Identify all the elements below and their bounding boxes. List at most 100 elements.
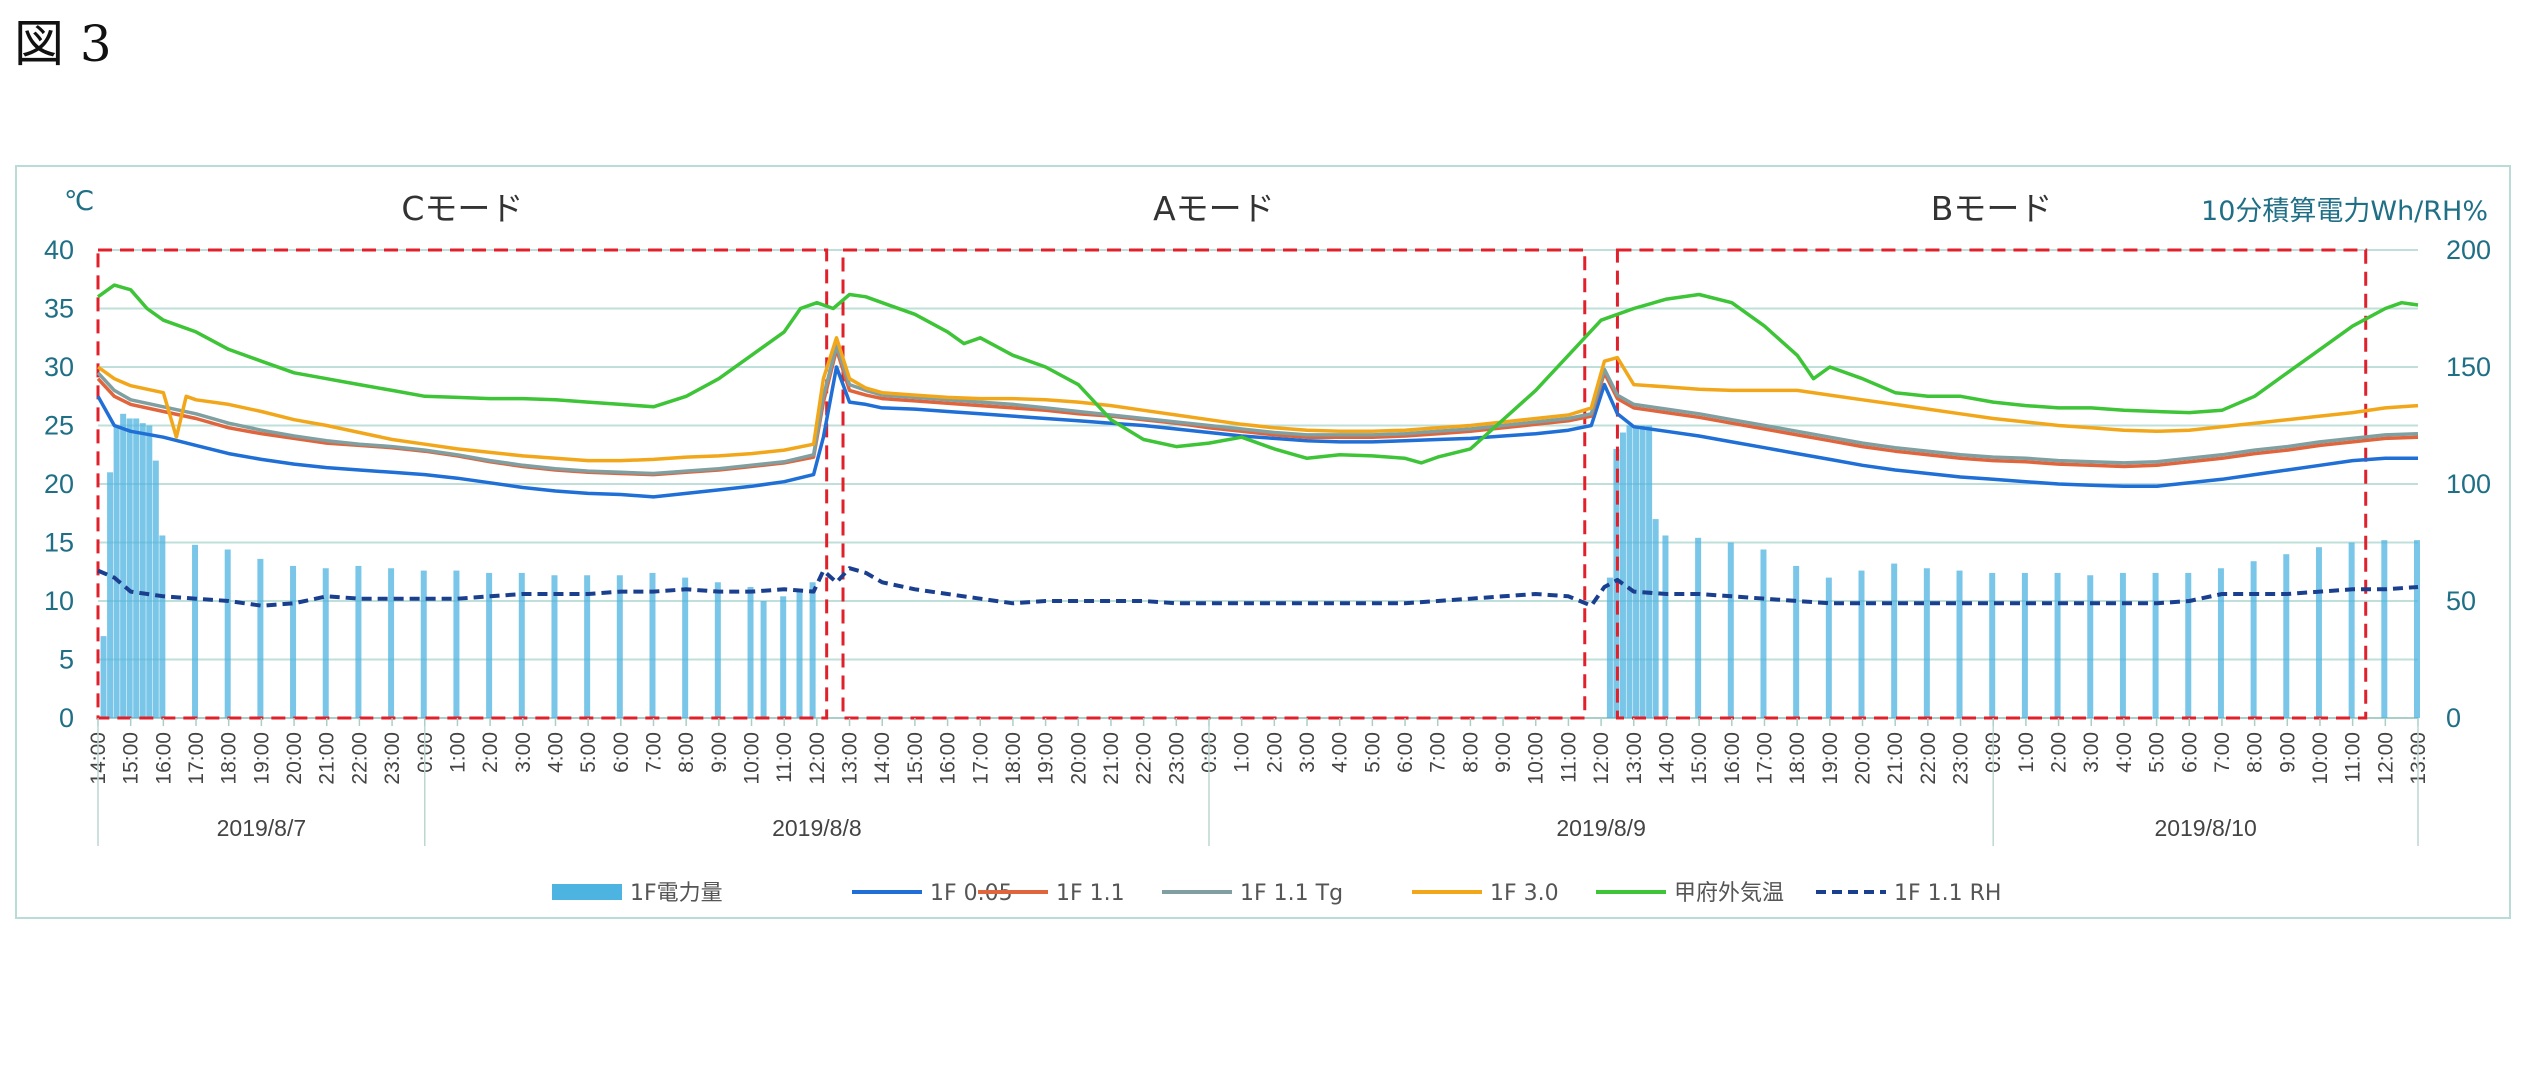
- power-bar: [224, 549, 231, 718]
- power-bar: [1639, 425, 1646, 718]
- series-line: [96, 283, 2419, 465]
- x-tick-label: 23:00: [381, 732, 404, 785]
- x-tick-label: 12:00: [806, 732, 829, 785]
- x-tick-label: 8:00: [2244, 732, 2267, 773]
- mode-label: Cモード: [401, 189, 523, 228]
- power-bar: [126, 418, 133, 718]
- x-tick-label: 22:00: [1917, 732, 1940, 785]
- x-tick-label: 14:00: [1655, 732, 1678, 785]
- mode-box: [96, 248, 829, 720]
- power-bar: [551, 575, 558, 718]
- x-tick-label: 14:00: [871, 732, 894, 785]
- legend-label: 1F 1.1: [1056, 881, 1125, 906]
- power-bar: [388, 568, 395, 718]
- x-tick-label: 16:00: [1721, 732, 1744, 785]
- power-bar: [747, 586, 754, 718]
- x-tick-label: 9:00: [1492, 732, 1515, 773]
- mode-boxes: [96, 248, 2368, 720]
- legend-label: 1F電力量: [630, 881, 723, 906]
- power-bar: [1727, 542, 1734, 718]
- power-bar: [584, 575, 591, 718]
- power-bar: [107, 472, 114, 718]
- x-tick-label: 11:00: [2342, 732, 2365, 783]
- x-tick-label: 5:00: [2146, 732, 2169, 773]
- power-bar: [780, 596, 787, 718]
- x-tick-label: 5:00: [1361, 732, 1384, 773]
- mode-label: Bモード: [1931, 189, 2053, 228]
- x-tick-label: 20:00: [1852, 732, 1875, 785]
- power-bar: [486, 572, 493, 718]
- x-tick-label: 21:00: [1884, 732, 1907, 785]
- series-line: [96, 336, 2419, 463]
- y-left-tick-label: 35: [44, 294, 74, 324]
- power-bar: [139, 423, 146, 718]
- power-bar: [616, 575, 623, 718]
- y-left-tick-label: 25: [44, 411, 74, 441]
- x-tick-label: 10:00: [741, 732, 764, 785]
- power-bar: [2185, 572, 2192, 718]
- mode-labels: Cモード Aモード Bモード: [401, 189, 2052, 228]
- x-tick-label: 19:00: [1819, 732, 1842, 785]
- x-tick-label: 17:00: [185, 732, 208, 785]
- x-tick-label: 7:00: [1427, 732, 1450, 773]
- gridlines: [98, 249, 2418, 719]
- date-label: 2019/8/7: [217, 815, 307, 841]
- power-bar: [146, 425, 153, 718]
- x-tick-label: 20:00: [1067, 732, 1090, 785]
- x-tick-label: 10:00: [1525, 732, 1548, 785]
- x-tick-label: 11:00: [773, 732, 796, 783]
- x-tick-label: 21:00: [316, 732, 339, 785]
- x-tick-label: 6:00: [1394, 732, 1417, 773]
- power-bar: [796, 589, 803, 718]
- power-bar: [1891, 563, 1898, 718]
- y-right-tick-label: 200: [2446, 235, 2491, 265]
- legend-swatch: [552, 884, 622, 900]
- x-tick-label: 22:00: [348, 732, 371, 785]
- x-tick-label: 23:00: [1165, 732, 1188, 785]
- x-tick-label: 1:00: [446, 732, 469, 773]
- x-tick-label: 11:00: [1557, 732, 1580, 783]
- x-tick-label: 19:00: [250, 732, 273, 785]
- y-left-tick-label: 20: [44, 469, 74, 499]
- power-bar: [2283, 554, 2290, 718]
- x-tick-label: 9:00: [2276, 732, 2299, 773]
- power-bar: [2054, 572, 2061, 718]
- x-tick-label: 3:00: [512, 732, 535, 773]
- power-bar: [1858, 570, 1865, 718]
- y-right-tick-label: 0: [2446, 703, 2461, 733]
- power-bar: [1633, 425, 1640, 718]
- series-line: [96, 365, 2418, 499]
- power-bar: [2250, 561, 2257, 718]
- mode-label: Aモード: [1153, 189, 1275, 228]
- x-tick-label: 5:00: [577, 732, 600, 773]
- power-bar: [2414, 540, 2420, 718]
- power-bar: [355, 565, 362, 718]
- power-bar: [1760, 549, 1767, 718]
- x-tick-label: 13:00: [1623, 732, 1646, 785]
- power-bar: [714, 582, 721, 718]
- x-tick-label: 2:00: [2048, 732, 2071, 773]
- power-bar: [2315, 547, 2322, 718]
- y-left-tick-label: 15: [44, 528, 74, 558]
- x-tick-label: 19:00: [1035, 732, 1058, 785]
- x-tick-label: 16:00: [937, 732, 960, 785]
- power-bar: [1626, 425, 1633, 718]
- power-bar: [1619, 432, 1626, 718]
- date-label: 2019/8/10: [2154, 815, 2256, 841]
- x-tick-label: 17:00: [969, 732, 992, 785]
- power-bar: [809, 582, 816, 718]
- x-tick-label: 2:00: [479, 732, 502, 773]
- x-tick-label: 22:00: [1133, 732, 1156, 785]
- power-bar: [1989, 572, 1996, 718]
- power-bar: [2119, 572, 2126, 718]
- series-line: [96, 344, 2419, 476]
- legend-label: 1F 1.1 Tg: [1240, 881, 1343, 906]
- power-bar: [2087, 575, 2094, 718]
- power-bar: [1646, 425, 1653, 718]
- x-tick-label: 4:00: [544, 732, 567, 773]
- y-left-tick-label: 0: [59, 703, 74, 733]
- x-tick-label: 4:00: [2113, 732, 2136, 773]
- x-tick-label: 7:00: [642, 732, 665, 773]
- power-bar: [120, 413, 127, 718]
- x-tick-label: 6:00: [610, 732, 633, 773]
